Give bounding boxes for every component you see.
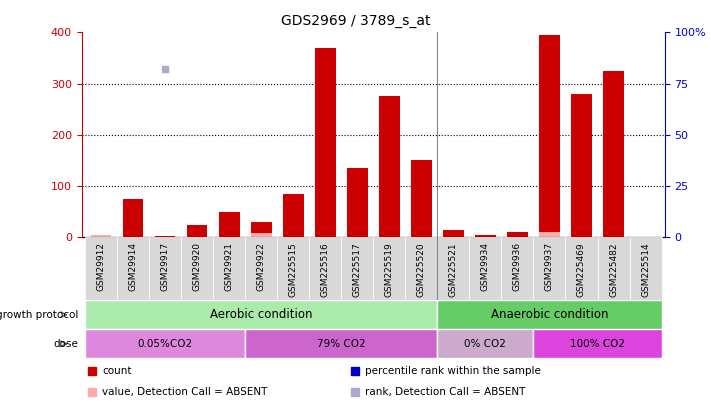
- Text: percentile rank within the sample: percentile rank within the sample: [365, 366, 540, 376]
- Bar: [181, 237, 213, 300]
- Text: GSM29936: GSM29936: [513, 242, 522, 292]
- Text: GSM29934: GSM29934: [481, 242, 490, 291]
- Text: GSM225514: GSM225514: [641, 242, 650, 297]
- Text: GDS2969 / 3789_s_at: GDS2969 / 3789_s_at: [281, 14, 430, 28]
- Bar: [122, 199, 144, 237]
- Bar: [437, 300, 661, 329]
- Bar: [507, 232, 528, 237]
- Bar: [277, 237, 309, 300]
- Bar: [85, 329, 245, 358]
- Bar: [347, 168, 368, 237]
- Text: rank, Detection Call = ABSENT: rank, Detection Call = ABSENT: [365, 387, 525, 397]
- Text: GSM225469: GSM225469: [577, 242, 586, 297]
- Bar: [155, 236, 176, 237]
- Text: 0% CO2: 0% CO2: [464, 339, 506, 349]
- Bar: [373, 237, 405, 300]
- Bar: [539, 35, 560, 237]
- Bar: [501, 237, 533, 300]
- Bar: [533, 329, 661, 358]
- Text: GSM29922: GSM29922: [257, 242, 266, 291]
- Text: GSM225517: GSM225517: [353, 242, 362, 297]
- Bar: [571, 94, 592, 237]
- Bar: [85, 237, 117, 300]
- Bar: [251, 222, 272, 237]
- Bar: [85, 300, 437, 329]
- Bar: [90, 235, 112, 237]
- Bar: [469, 237, 501, 300]
- Text: 100% CO2: 100% CO2: [570, 339, 625, 349]
- Bar: [245, 237, 277, 300]
- Bar: [283, 194, 304, 237]
- Bar: [533, 237, 565, 300]
- Bar: [117, 237, 149, 300]
- Text: 79% CO2: 79% CO2: [317, 339, 365, 349]
- Text: GSM225520: GSM225520: [417, 242, 426, 297]
- Bar: [219, 212, 240, 237]
- Bar: [379, 96, 400, 237]
- Text: GSM29921: GSM29921: [225, 242, 234, 291]
- Text: GSM29920: GSM29920: [193, 242, 202, 291]
- Bar: [475, 235, 496, 237]
- Bar: [187, 224, 208, 237]
- Bar: [437, 329, 533, 358]
- Bar: [149, 237, 181, 300]
- Bar: [443, 230, 464, 237]
- Text: Aerobic condition: Aerobic condition: [210, 308, 312, 321]
- Bar: [405, 237, 437, 300]
- Bar: [629, 237, 661, 300]
- Bar: [315, 48, 336, 237]
- Text: Anaerobic condition: Anaerobic condition: [491, 308, 608, 321]
- Bar: [603, 71, 624, 237]
- Text: GSM225482: GSM225482: [609, 242, 618, 297]
- Bar: [437, 237, 469, 300]
- Text: GSM29912: GSM29912: [97, 242, 105, 291]
- Text: value, Detection Call = ABSENT: value, Detection Call = ABSENT: [102, 387, 267, 397]
- Text: count: count: [102, 366, 132, 376]
- Text: GSM29937: GSM29937: [545, 242, 554, 292]
- Text: GSM225516: GSM225516: [321, 242, 330, 297]
- Text: GSM225521: GSM225521: [449, 242, 458, 297]
- Bar: [90, 235, 112, 237]
- Text: GSM29914: GSM29914: [129, 242, 137, 291]
- Bar: [341, 237, 373, 300]
- Bar: [245, 329, 437, 358]
- Text: growth protocol: growth protocol: [0, 310, 78, 320]
- Bar: [213, 237, 245, 300]
- Bar: [251, 233, 272, 237]
- Text: GSM225519: GSM225519: [385, 242, 394, 297]
- Bar: [597, 237, 629, 300]
- Bar: [309, 237, 341, 300]
- Bar: [411, 160, 432, 237]
- Text: dose: dose: [53, 339, 78, 349]
- Text: GSM225515: GSM225515: [289, 242, 298, 297]
- Bar: [565, 237, 597, 300]
- Text: GSM29917: GSM29917: [161, 242, 169, 292]
- Text: 0.05%CO2: 0.05%CO2: [137, 339, 193, 349]
- Bar: [539, 232, 560, 237]
